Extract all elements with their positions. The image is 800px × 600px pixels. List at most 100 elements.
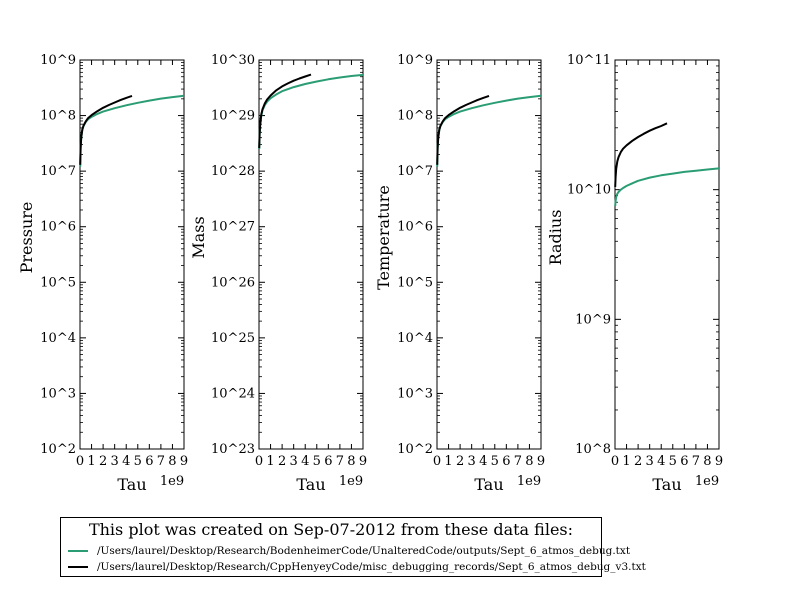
series-line-1-1 (258, 73, 312, 149)
plot-frame-2 (436, 59, 542, 450)
x-tick-label-1: 4 (301, 454, 309, 469)
y-tick-label-0: 10^6 (40, 220, 76, 235)
series-line-2-0 (436, 94, 542, 167)
x-offset-label-2: 1e9 (517, 474, 541, 489)
x-tick-label-0: 5 (134, 454, 142, 469)
x-tick-label-1: 8 (347, 454, 355, 469)
x-tick-label-2: 4 (479, 454, 487, 469)
legend-entry-1: /Users/laurel/Desktop/Research/CppHenyey… (68, 560, 646, 574)
series-line-3-0 (614, 167, 720, 206)
x-tick-label-0: 3 (111, 454, 119, 469)
x-tick-label-1: 6 (324, 454, 332, 469)
x-tick-label-1: 7 (336, 454, 344, 469)
series-line-2-1 (436, 94, 490, 165)
y-tick-label-2: 10^5 (397, 275, 433, 290)
y-tick-label-0: 10^2 (40, 442, 76, 457)
x-tick-label-3: 0 (611, 454, 619, 469)
y-tick-label-2: 10^9 (397, 53, 433, 68)
x-tick-label-1: 3 (290, 454, 298, 469)
x-axis-label-0: Tau (117, 475, 146, 494)
x-tick-label-3: 4 (657, 454, 665, 469)
y-axis-label-0: Pressure (17, 202, 36, 274)
x-tick-label-0: 2 (99, 454, 107, 469)
x-tick-label-0: 6 (145, 454, 153, 469)
y-tick-label-2: 10^6 (397, 220, 433, 235)
y-tick-label-3: 10^9 (575, 312, 611, 327)
y-tick-label-1: 10^23 (211, 442, 255, 457)
series-line-0-0 (79, 94, 185, 167)
x-tick-label-3: 3 (646, 454, 654, 469)
y-tick-label-2: 10^2 (397, 442, 433, 457)
series-line-3-1 (614, 122, 668, 187)
x-offset-label-0: 1e9 (160, 474, 184, 489)
y-tick-label-2: 10^4 (397, 331, 433, 346)
legend: This plot was created on Sep-07-2012 fro… (60, 517, 646, 577)
series-line-1-0 (258, 73, 364, 150)
x-tick-label-2: 1 (444, 454, 452, 469)
x-tick-label-0: 9 (180, 454, 188, 469)
x-tick-label-1: 9 (359, 454, 367, 469)
legend-line-1 (68, 566, 88, 568)
y-tick-label-1: 10^29 (211, 109, 255, 124)
x-tick-label-2: 3 (468, 454, 476, 469)
y-axis-label-2: Temperature (374, 185, 393, 290)
y-tick-label-3: 10^11 (567, 53, 611, 68)
plot-frame-0 (79, 59, 185, 450)
y-tick-label-0: 10^8 (40, 109, 76, 124)
y-tick-label-3: 10^10 (567, 183, 611, 198)
x-tick-label-2: 8 (525, 454, 533, 469)
y-tick-label-2: 10^8 (397, 109, 433, 124)
x-tick-label-1: 5 (313, 454, 321, 469)
x-tick-label-3: 1 (622, 454, 630, 469)
y-tick-label-0: 10^4 (40, 331, 76, 346)
x-offset-label-3: 1e9 (695, 474, 719, 489)
x-tick-label-2: 0 (433, 454, 441, 469)
y-tick-label-0: 10^7 (40, 164, 76, 179)
y-tick-label-1: 10^25 (211, 331, 255, 346)
x-tick-label-2: 9 (537, 454, 545, 469)
x-tick-label-1: 2 (278, 454, 286, 469)
series-line-0-1 (79, 94, 133, 165)
legend-title: This plot was created on Sep-07-2012 fro… (88, 520, 574, 539)
x-tick-label-2: 6 (502, 454, 510, 469)
y-axis-label-1: Mass (189, 216, 208, 258)
x-axis-label-2: Tau (474, 475, 503, 494)
legend-entry-0: /Users/laurel/Desktop/Research/Bodenheim… (68, 544, 630, 558)
legend-line-0 (68, 550, 88, 552)
y-tick-label-1: 10^26 (211, 275, 255, 290)
y-tick-label-2: 10^3 (397, 386, 433, 401)
legend-label-1: /Users/laurel/Desktop/Research/CppHenyey… (97, 561, 646, 573)
x-tick-label-3: 8 (703, 454, 711, 469)
x-tick-label-0: 8 (168, 454, 176, 469)
y-tick-label-0: 10^9 (40, 53, 76, 68)
x-offset-label-1: 1e9 (339, 474, 363, 489)
y-tick-label-1: 10^27 (211, 220, 255, 235)
x-tick-label-0: 4 (122, 454, 130, 469)
x-tick-label-0: 7 (157, 454, 165, 469)
x-tick-label-3: 9 (715, 454, 723, 469)
x-tick-label-0: 0 (76, 454, 84, 469)
x-tick-label-0: 1 (87, 454, 95, 469)
x-axis-label-3: Tau (652, 475, 681, 494)
y-tick-label-2: 10^7 (397, 164, 433, 179)
y-axis-label-3: Radius (546, 210, 565, 266)
x-tick-label-2: 2 (456, 454, 464, 469)
plot-frame-1 (258, 59, 364, 450)
y-tick-label-1: 10^24 (211, 386, 255, 401)
x-tick-label-3: 7 (692, 454, 700, 469)
x-tick-label-3: 2 (634, 454, 642, 469)
x-tick-label-2: 7 (514, 454, 522, 469)
y-tick-label-1: 10^30 (211, 53, 255, 68)
y-tick-label-1: 10^28 (211, 164, 255, 179)
x-tick-label-3: 5 (669, 454, 677, 469)
y-tick-label-0: 10^3 (40, 386, 76, 401)
legend-label-0: /Users/laurel/Desktop/Research/Bodenheim… (97, 545, 631, 557)
plot-frame-3 (614, 59, 720, 450)
x-tick-label-3: 6 (680, 454, 688, 469)
x-tick-label-1: 1 (266, 454, 274, 469)
x-tick-label-2: 5 (491, 454, 499, 469)
y-tick-label-0: 10^5 (40, 275, 76, 290)
x-tick-label-1: 0 (255, 454, 263, 469)
x-axis-label-1: Tau (296, 475, 325, 494)
